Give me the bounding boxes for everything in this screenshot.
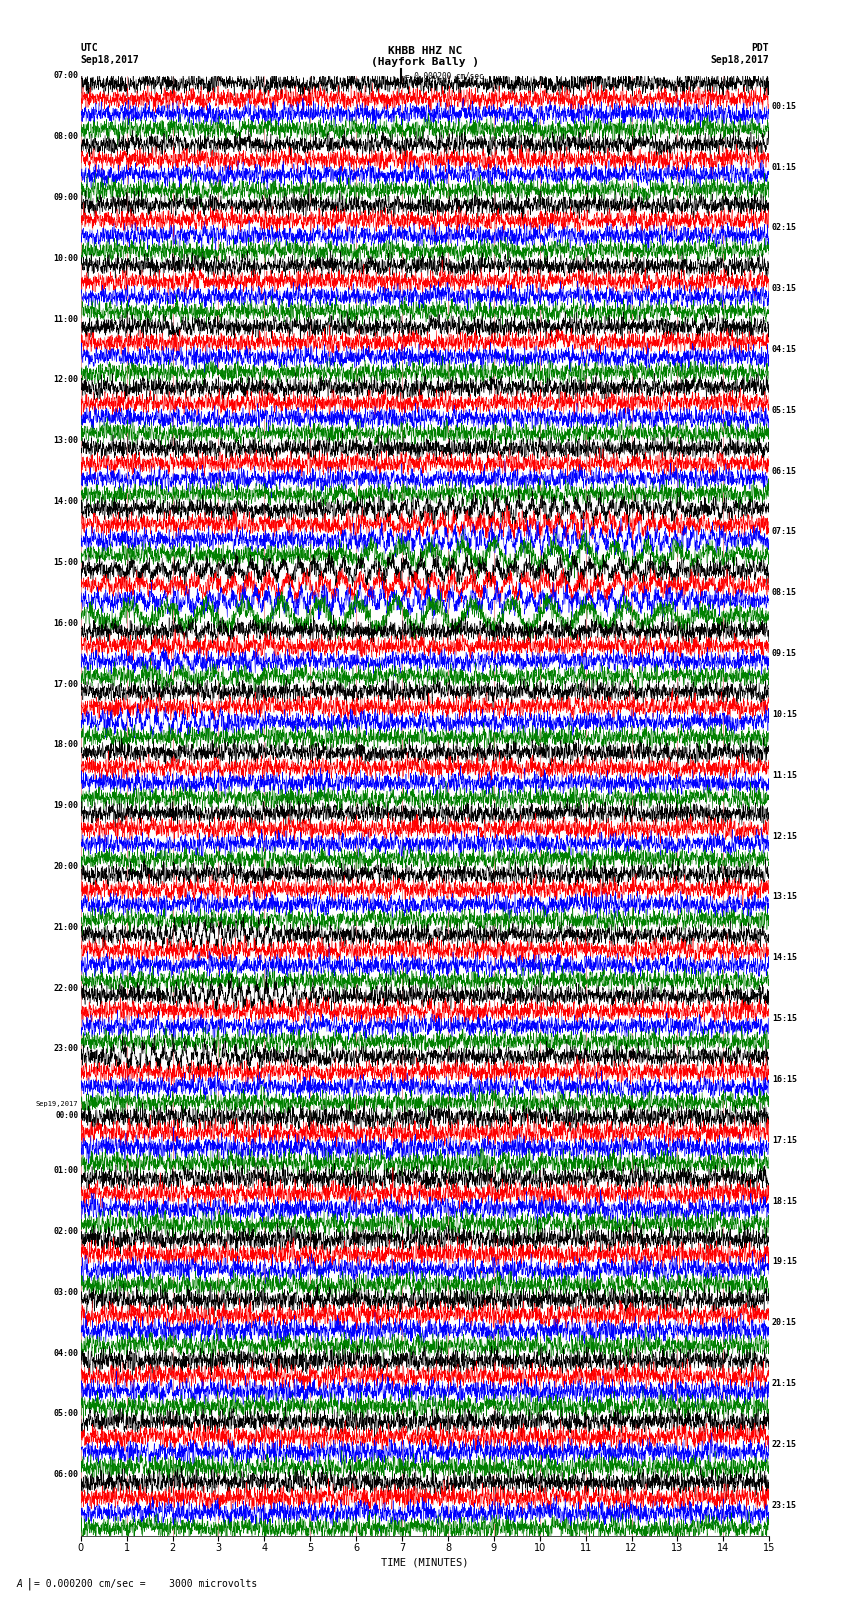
Text: 00:15: 00:15: [772, 102, 796, 111]
Text: 16:00: 16:00: [54, 619, 78, 627]
Text: 20:00: 20:00: [54, 861, 78, 871]
Text: 15:15: 15:15: [772, 1015, 796, 1023]
Text: 21:15: 21:15: [772, 1379, 796, 1389]
Text: 01:00: 01:00: [54, 1166, 78, 1176]
Text: PDT: PDT: [751, 44, 769, 53]
Text: 22:00: 22:00: [54, 984, 78, 992]
Text: 02:15: 02:15: [772, 223, 796, 232]
Text: 08:00: 08:00: [54, 132, 78, 140]
Text: 09:00: 09:00: [54, 194, 78, 202]
Text: 02:00: 02:00: [54, 1227, 78, 1236]
Text: 03:00: 03:00: [54, 1287, 78, 1297]
Text: 17:00: 17:00: [54, 679, 78, 689]
Text: 14:00: 14:00: [54, 497, 78, 506]
Text: A: A: [17, 1579, 23, 1589]
Text: 19:15: 19:15: [772, 1258, 796, 1266]
Text: 01:15: 01:15: [772, 163, 796, 171]
Text: 16:15: 16:15: [772, 1074, 796, 1084]
Text: 18:00: 18:00: [54, 740, 78, 750]
Text: 19:00: 19:00: [54, 802, 78, 810]
Text: KHBB HHZ NC: KHBB HHZ NC: [388, 45, 462, 56]
Text: 04:00: 04:00: [54, 1348, 78, 1358]
Text: Sep18,2017: Sep18,2017: [711, 55, 769, 65]
Text: 06:15: 06:15: [772, 466, 796, 476]
Text: 18:15: 18:15: [772, 1197, 796, 1205]
Text: 12:00: 12:00: [54, 376, 78, 384]
Text: 00:00: 00:00: [55, 1111, 78, 1121]
Text: 05:00: 05:00: [54, 1410, 78, 1418]
Text: 14:15: 14:15: [772, 953, 796, 963]
Text: 07:15: 07:15: [772, 527, 796, 537]
Text: 11:00: 11:00: [54, 315, 78, 324]
Text: 13:15: 13:15: [772, 892, 796, 902]
Text: 04:15: 04:15: [772, 345, 796, 353]
Text: 03:15: 03:15: [772, 284, 796, 294]
Text: 06:00: 06:00: [54, 1471, 78, 1479]
Text: 09:15: 09:15: [772, 648, 796, 658]
Text: = 0.000200 cm/sec =    3000 microvolts: = 0.000200 cm/sec = 3000 microvolts: [34, 1579, 258, 1589]
Text: 23:15: 23:15: [772, 1500, 796, 1510]
Text: UTC: UTC: [81, 44, 99, 53]
X-axis label: TIME (MINUTES): TIME (MINUTES): [382, 1558, 468, 1568]
Text: Sep18,2017: Sep18,2017: [81, 55, 139, 65]
Text: 22:15: 22:15: [772, 1440, 796, 1448]
Text: Sep19,2017: Sep19,2017: [36, 1100, 78, 1107]
Text: (Hayfork Bally ): (Hayfork Bally ): [371, 56, 479, 68]
Text: 21:00: 21:00: [54, 923, 78, 932]
Text: 17:15: 17:15: [772, 1136, 796, 1145]
Text: 05:15: 05:15: [772, 406, 796, 415]
Text: 23:00: 23:00: [54, 1045, 78, 1053]
Text: 12:15: 12:15: [772, 832, 796, 840]
Text: 11:15: 11:15: [772, 771, 796, 779]
Text: 10:15: 10:15: [772, 710, 796, 719]
Text: 08:15: 08:15: [772, 589, 796, 597]
Text: 15:00: 15:00: [54, 558, 78, 566]
Text: 10:00: 10:00: [54, 253, 78, 263]
Text: 20:15: 20:15: [772, 1318, 796, 1327]
Text: = 0.000200 cm/sec: = 0.000200 cm/sec: [405, 71, 484, 81]
Text: 07:00: 07:00: [54, 71, 78, 81]
Text: |: |: [26, 1578, 33, 1590]
Text: 13:00: 13:00: [54, 436, 78, 445]
